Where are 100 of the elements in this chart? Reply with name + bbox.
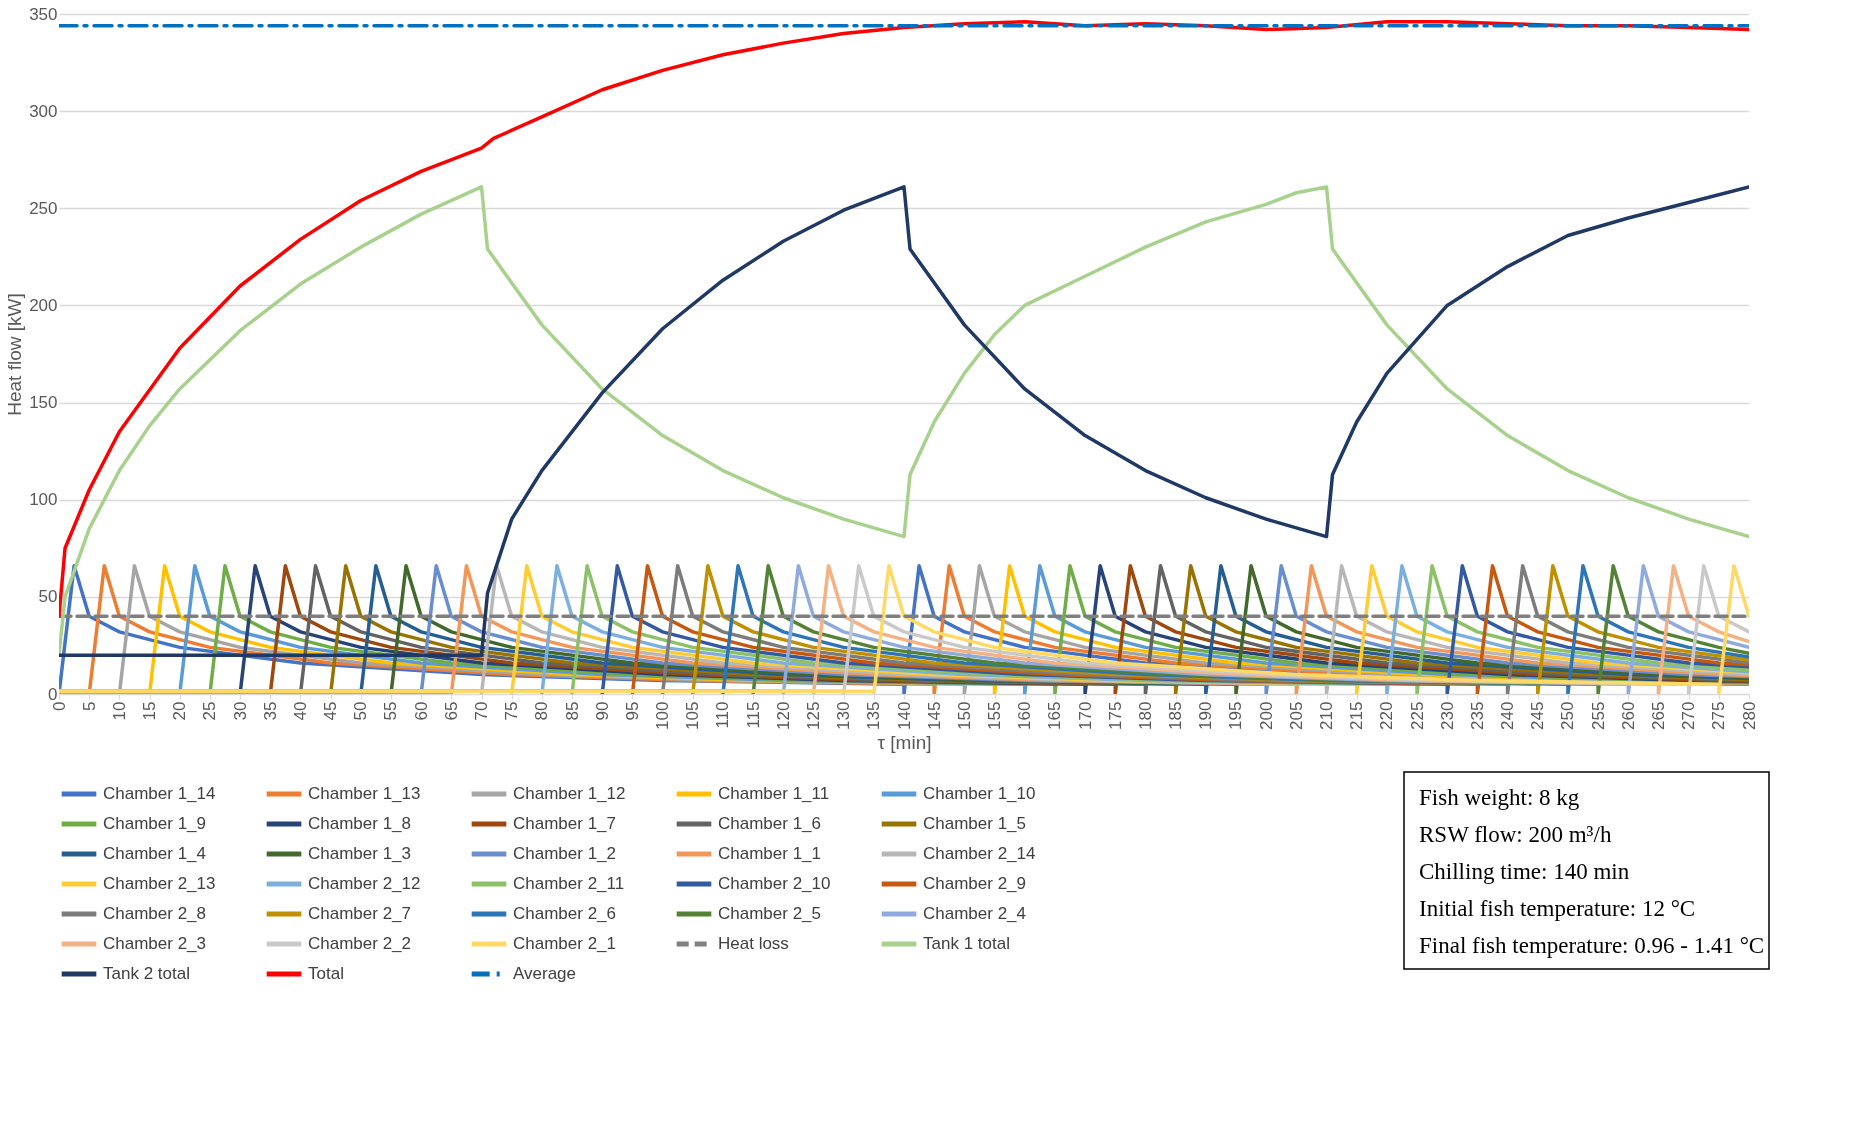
x-tick-label: 255 — [1588, 701, 1608, 730]
x-axis-title: τ [min] — [877, 731, 932, 753]
x-tick-label: 95 — [622, 701, 642, 721]
x-tick-label: 260 — [1618, 701, 1638, 730]
x-tick-label: 230 — [1437, 701, 1457, 730]
x-tick-label: 240 — [1498, 701, 1518, 730]
x-tick-label: 150 — [954, 701, 974, 730]
x-tick-label: 160 — [1015, 701, 1035, 730]
legend-label: Chamber 2_3 — [103, 934, 207, 953]
legend-label: Total — [308, 964, 344, 983]
x-tick-label: 225 — [1407, 701, 1427, 730]
text: Chilling time: 140 min — [1419, 859, 1630, 884]
legend-label: Chamber 2_7 — [308, 904, 412, 923]
y-tick-label: 350 — [29, 4, 58, 24]
legend-label: Chamber 2_8 — [103, 904, 207, 923]
x-tick-label: 275 — [1709, 701, 1729, 730]
x-tick-label: 115 — [743, 701, 763, 729]
x-tick-label: 140 — [894, 701, 914, 730]
legend-label: Chamber 1_8 — [308, 814, 412, 833]
legend-label: Chamber 2_11 — [513, 874, 625, 893]
x-tick-label: 185 — [1166, 701, 1186, 730]
legend-label: Tank 1 total — [923, 934, 1010, 953]
legend-label: Chamber 2_2 — [308, 934, 412, 953]
text: Final fish temperature: 0.96 - 1.41 °C — [1419, 933, 1765, 958]
x-tick-label: 130 — [834, 701, 854, 730]
x-tick-label: 60 — [411, 701, 431, 721]
x-tick-label: 220 — [1377, 701, 1397, 730]
legend-label: Chamber 2_1 — [513, 934, 617, 953]
text: Fish weight: 8 kg — [1419, 785, 1580, 810]
x-tick-label: 45 — [321, 701, 341, 721]
x-tick-label: 245 — [1528, 701, 1548, 730]
x-tick-label: 145 — [924, 701, 944, 730]
y-tick-label: 250 — [29, 198, 58, 218]
x-tick-label: 170 — [1075, 701, 1095, 730]
x-tick-label: 30 — [230, 701, 250, 721]
y-tick-label: 50 — [38, 587, 58, 607]
text: RSW flow: 200 m³/h — [1419, 822, 1612, 847]
x-tick-label: 190 — [1196, 701, 1216, 730]
x-tick-label: 235 — [1467, 701, 1487, 730]
legend-label: Chamber 1_6 — [718, 814, 822, 833]
x-tick-label: 265 — [1648, 701, 1668, 730]
x-tick-label: 200 — [1256, 701, 1276, 730]
legend-label: Chamber 1_10 — [923, 784, 1036, 803]
x-tick-label: 155 — [985, 701, 1005, 730]
legend-label: Chamber 1_12 — [513, 784, 626, 803]
y-axis-title: Heat flow [kW] — [4, 293, 26, 416]
legend-label: Chamber 2_12 — [308, 874, 421, 893]
line-series — [59, 185, 1749, 657]
x-tick-label: 135 — [864, 701, 884, 730]
legend-label: Chamber 1_5 — [923, 814, 1027, 833]
x-tick-label: 210 — [1317, 701, 1336, 730]
x-tick-label: 25 — [200, 701, 220, 721]
legend-label: Average — [513, 964, 577, 983]
legend-label: Tank 2 total — [103, 964, 190, 983]
legend-label: Chamber 2_9 — [923, 874, 1027, 893]
x-tick-label: 180 — [1135, 701, 1155, 730]
legend-label: Chamber 1_9 — [103, 814, 207, 833]
x-tick-label: 5 — [79, 701, 99, 711]
legend-label: Heat loss — [718, 934, 789, 953]
y-tick-label: 200 — [29, 295, 58, 315]
legend-label: Chamber 1_13 — [308, 784, 421, 803]
legend-label: Chamber 1_3 — [308, 844, 412, 863]
y-tick-label: 300 — [29, 101, 58, 121]
x-tick-label: 10 — [109, 701, 129, 721]
x-tick-label: 270 — [1679, 701, 1699, 730]
legend-label: Chamber 1_4 — [103, 844, 207, 863]
y-tick-label: 150 — [29, 393, 58, 413]
legend-label: Chamber 1_1 — [718, 844, 822, 863]
x-tick-label: 80 — [532, 701, 552, 721]
legend-label: Chamber 1_2 — [513, 844, 617, 863]
x-tick-label: 205 — [1286, 701, 1306, 730]
y-tick-label: 100 — [29, 490, 58, 510]
legend-label: Chamber 1_11 — [718, 784, 830, 803]
x-tick-label: 215 — [1347, 701, 1367, 730]
x-tick-label: 50 — [351, 701, 371, 721]
legend-label: Chamber 1_14 — [103, 784, 216, 803]
x-tick-label: 35 — [260, 701, 280, 721]
x-tick-label: 100 — [653, 701, 673, 730]
x-tick-label: 0 — [49, 701, 69, 711]
legend-label: Chamber 2_4 — [923, 904, 1027, 923]
x-tick-label: 55 — [381, 701, 401, 721]
x-tick-label: 125 — [803, 701, 823, 730]
x-tick-label: 175 — [1105, 701, 1125, 730]
x-tick-label: 70 — [472, 701, 491, 721]
x-tick-label: 15 — [140, 701, 160, 721]
text: Initial fish temperature: 12 °C — [1419, 896, 1696, 921]
legend-label: Chamber 2_14 — [923, 844, 1036, 863]
x-tick-label: 40 — [290, 701, 310, 721]
legend-label: Chamber 2_6 — [513, 904, 617, 923]
x-tick-label: 110 — [713, 701, 733, 729]
x-tick-label: 85 — [562, 701, 582, 721]
legend-label: Chamber 2_5 — [718, 904, 822, 923]
x-tick-label: 20 — [170, 701, 190, 721]
x-tick-label: 105 — [683, 701, 703, 730]
x-tick-label: 120 — [773, 701, 793, 730]
x-tick-label: 65 — [441, 701, 461, 721]
x-tick-label: 165 — [1045, 701, 1065, 730]
legend-label: Chamber 2_13 — [103, 874, 216, 893]
legend-label: Chamber 1_7 — [513, 814, 617, 833]
legend-label: Chamber 2_10 — [718, 874, 831, 893]
